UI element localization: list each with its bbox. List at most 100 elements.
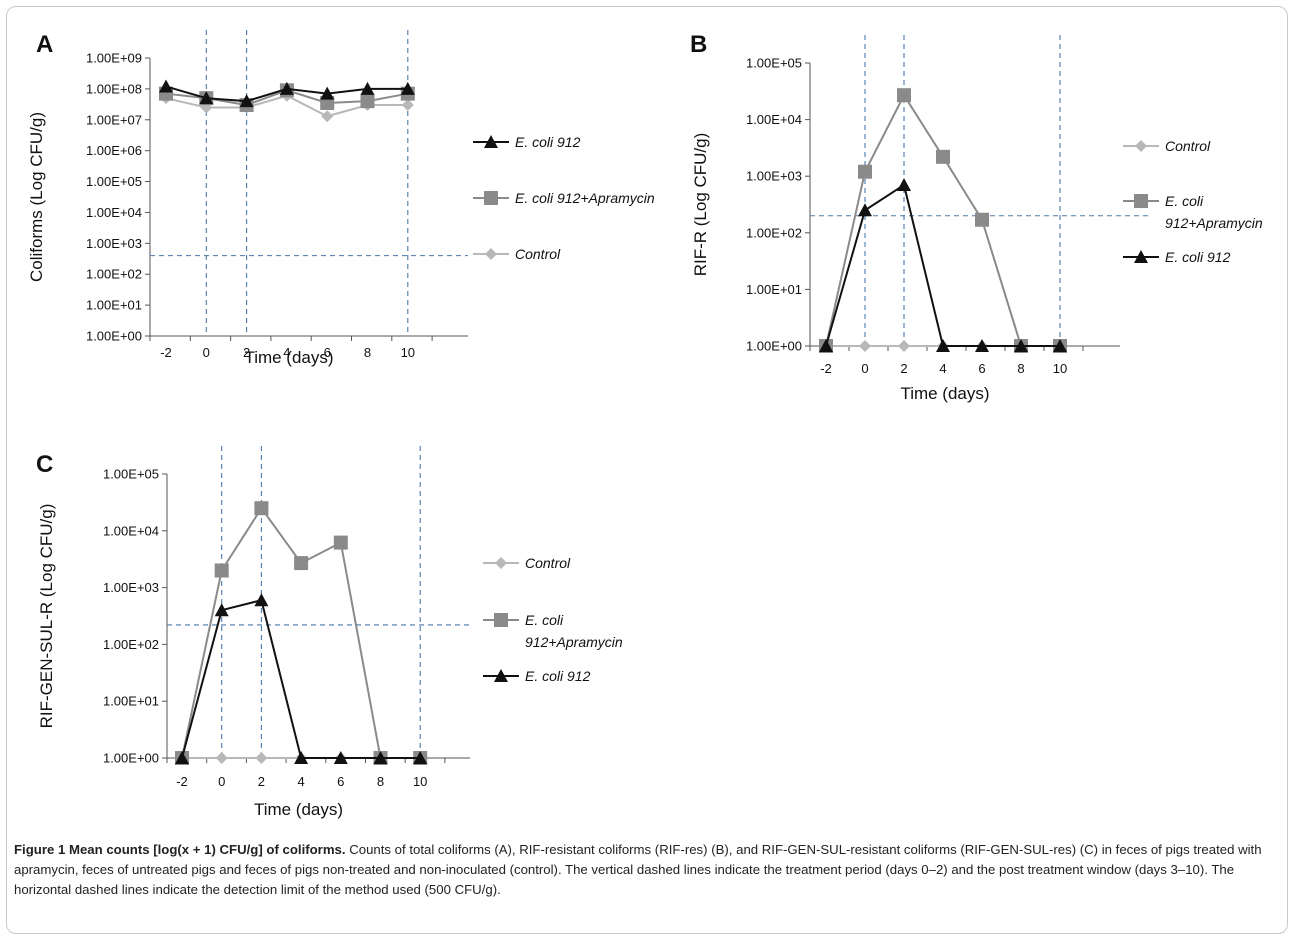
data-point xyxy=(897,177,911,191)
data-point xyxy=(858,164,872,179)
data-point xyxy=(320,86,335,100)
data-point xyxy=(321,110,334,123)
data-point xyxy=(214,603,229,617)
data-point xyxy=(199,91,214,105)
data-point xyxy=(279,81,294,95)
data-point xyxy=(1014,339,1028,352)
x-tick-label: 8 xyxy=(364,345,371,360)
chart-panel-a: A 1.00E+00 1.00E+01 1.00E+02 1.00E+03 1.00E+0… xyxy=(27,30,655,367)
x-tick-label: 4 xyxy=(939,361,946,376)
x-tick-label: 2 xyxy=(258,774,265,789)
y-tick-label: 1.00E+02 xyxy=(86,267,142,282)
data-point xyxy=(819,339,833,352)
series-line xyxy=(181,598,421,759)
x-tick-label: 6 xyxy=(324,345,331,360)
data-point xyxy=(333,535,348,550)
x-tick-label: 0 xyxy=(861,361,868,376)
data-point xyxy=(858,203,872,217)
x-tick-label: 10 xyxy=(401,345,415,360)
x-tick-label: -2 xyxy=(160,345,172,360)
legend-label: Control xyxy=(525,555,571,571)
data-point xyxy=(360,94,375,109)
y-tick-label: 1.00E+06 xyxy=(86,143,142,158)
x-tick-label: 10 xyxy=(1053,361,1067,376)
data-point xyxy=(294,751,309,764)
data-point xyxy=(1053,339,1067,352)
legend-marker xyxy=(484,135,498,148)
x-tick-label: 8 xyxy=(377,774,384,789)
legend-marker xyxy=(494,613,508,627)
legend-marker xyxy=(1134,250,1148,263)
legend-entry: E. coli 912 xyxy=(1123,249,1231,265)
data-point xyxy=(360,81,375,95)
y-axis-label: RIF-R (Log CFU/g) xyxy=(691,133,710,277)
legend-entry: Control xyxy=(1123,138,1211,154)
panel-letter: B xyxy=(690,31,707,58)
legend-marker xyxy=(485,248,497,260)
data-point xyxy=(215,752,228,764)
data-point xyxy=(254,501,269,516)
legend-entry: E. coli 912+Apramycin xyxy=(473,190,655,206)
data-point xyxy=(159,79,173,93)
y-tick-label: 1.00E+09 xyxy=(86,51,142,66)
data-point xyxy=(897,88,911,103)
legend-label: E. coli 912 xyxy=(515,134,581,150)
y-tick-label: 1.00E+02 xyxy=(103,637,159,652)
data-point xyxy=(936,149,950,164)
x-tick-label: 6 xyxy=(337,774,344,789)
legend-entry: E. coli 912 xyxy=(483,668,591,684)
caption-text: Counts of total coliforms (A), RIF-resis… xyxy=(14,842,1262,897)
series-e-coli-912 xyxy=(175,593,428,764)
chart-panel-b: B 1.00E+00 1.00E+01 1.00E+02 1.00E+03 1.00E+0… xyxy=(690,31,1263,403)
y-tick-label: 1.00E+01 xyxy=(746,282,802,297)
series-e-coli-912 xyxy=(159,79,415,108)
data-point xyxy=(255,752,268,764)
series-line xyxy=(825,183,1060,347)
x-tick-label: -2 xyxy=(820,361,832,376)
data-point xyxy=(294,556,309,571)
legend-marker xyxy=(495,557,507,569)
legend-label: E. coli 912 xyxy=(525,668,591,684)
y-axis-label: Coliforms (Log CFU/g) xyxy=(27,112,46,282)
legend-label: E. coli 912+Apramycin xyxy=(515,190,655,206)
panel-letter: A xyxy=(36,31,53,58)
x-tick-label: 4 xyxy=(297,774,304,789)
y-tick-label: 1.00E+05 xyxy=(103,467,159,482)
legend-entry: Control xyxy=(473,246,561,262)
x-tick-label: 2 xyxy=(900,361,907,376)
y-tick-label: 1.00E+07 xyxy=(86,112,142,127)
series-e-coli-912 xyxy=(819,177,1067,352)
y-tick-label: 1.00E+02 xyxy=(746,225,802,240)
data-point xyxy=(373,751,388,764)
caption-lead: Figure 1 Mean counts [log(x + 1) CFU/g] … xyxy=(14,842,346,857)
legend-entry: E. coli 912+Apramycin xyxy=(1123,193,1263,231)
data-point xyxy=(936,339,950,352)
y-tick-label: 1.00E+08 xyxy=(86,81,142,96)
figure-frame xyxy=(6,6,1288,934)
y-tick-label: 1.00E+04 xyxy=(86,205,142,220)
y-tick-label: 1.00E+01 xyxy=(103,694,159,709)
x-tick-label: 4 xyxy=(283,345,290,360)
x-tick-label: 0 xyxy=(218,774,225,789)
x-axis-label: Time (days) xyxy=(900,384,989,403)
x-tick-label: 2 xyxy=(243,345,250,360)
figure-caption: Figure 1 Mean counts [log(x + 1) CFU/g] … xyxy=(14,840,1284,900)
series-e-coli-912-apramycin xyxy=(175,501,428,765)
legend-marker xyxy=(1134,194,1148,208)
data-point xyxy=(175,751,189,764)
legend-entry: E. coli 912+Apramycin xyxy=(483,612,623,650)
chart-panel-c: C 1.00E+00 1.00E+01 1.00E+02 1.00E+03 1.00E+0… xyxy=(36,446,623,819)
y-tick-label: 1.00E+05 xyxy=(746,56,802,71)
legend-entry: Control xyxy=(483,555,571,571)
data-point xyxy=(333,751,348,764)
data-point xyxy=(898,340,910,352)
y-tick-label: 1.00E+03 xyxy=(746,169,802,184)
y-tick-label: 1.00E+00 xyxy=(86,329,142,344)
x-tick-label: 10 xyxy=(413,774,427,789)
y-tick-label: 1.00E+00 xyxy=(746,339,802,354)
y-tick-label: 1.00E+04 xyxy=(746,112,802,127)
data-point xyxy=(214,563,229,578)
y-axis-label: RIF-GEN-SUL-R (Log CFU/g) xyxy=(37,504,56,729)
data-point xyxy=(413,751,428,764)
